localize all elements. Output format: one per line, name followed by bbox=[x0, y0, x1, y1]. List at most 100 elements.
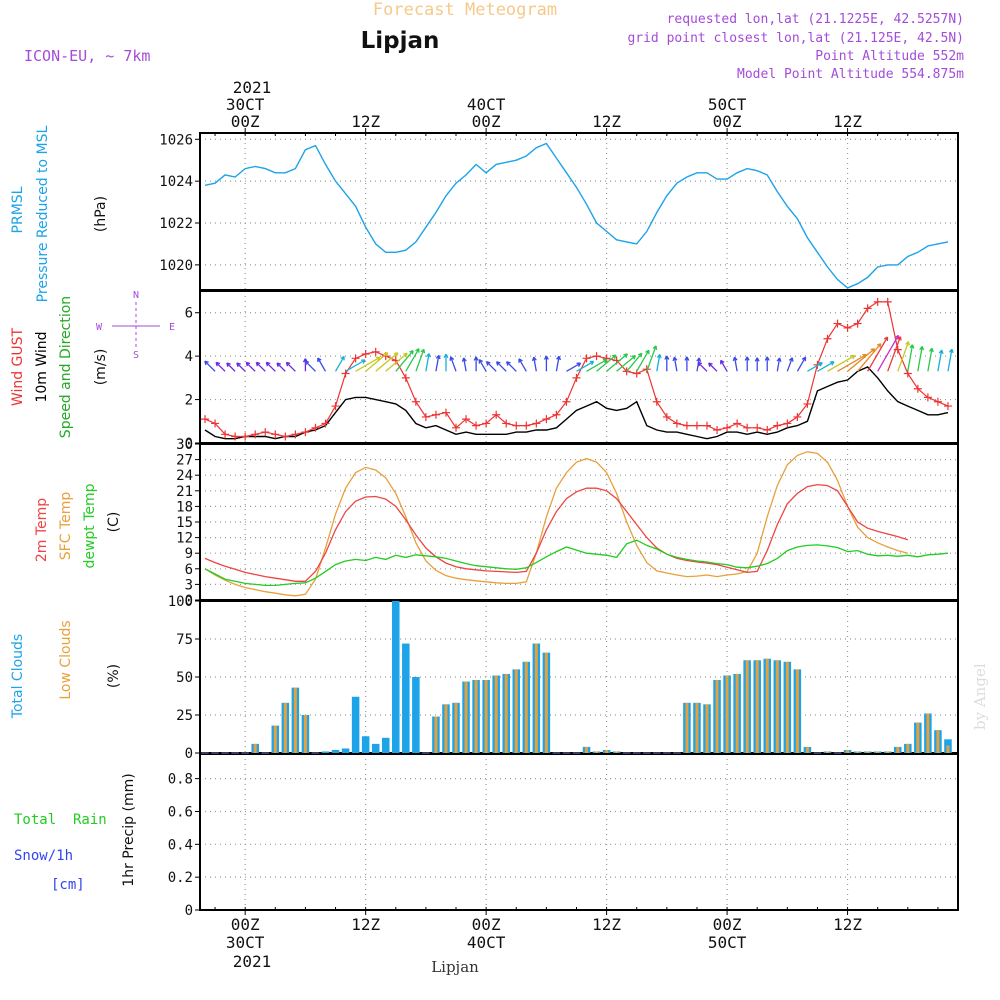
wind-direction-arrow bbox=[917, 345, 925, 372]
gust-marker bbox=[482, 419, 491, 428]
low-cloud-bar bbox=[846, 749, 850, 753]
gust-marker bbox=[662, 412, 671, 421]
snow-label: Snow/1h bbox=[14, 848, 73, 864]
gust-marker bbox=[261, 428, 270, 437]
wind-speed-line bbox=[204, 366, 949, 440]
top-time-label: 12Z bbox=[351, 112, 380, 131]
model-point-altitude: Model Point Altitude 554.875m bbox=[737, 67, 964, 82]
temp-labels: 2m Temp SFC Temp dewpt Temp (C) bbox=[34, 483, 122, 568]
sfc-temp-line bbox=[204, 451, 908, 597]
bottom-time-label: 12Z bbox=[592, 915, 621, 934]
wind-direction-arrow bbox=[345, 359, 366, 372]
wind-direction-arrow bbox=[897, 341, 910, 372]
gust-marker bbox=[502, 419, 511, 428]
gust-marker bbox=[472, 421, 481, 430]
gust-marker bbox=[622, 367, 631, 376]
ytick-label: 100 bbox=[168, 594, 193, 610]
gust-marker bbox=[913, 384, 922, 393]
gust-marker bbox=[943, 402, 952, 411]
ytick-label: 25 bbox=[176, 708, 193, 724]
wind-direction-arrow bbox=[236, 362, 246, 372]
gust-marker bbox=[201, 415, 210, 424]
gust-marker bbox=[241, 432, 250, 441]
watermark: by Angel bbox=[971, 663, 989, 730]
low-cloud-bar bbox=[273, 725, 277, 753]
panel-precip: 0 0.2 0.4 0.6 0.8 bbox=[168, 753, 959, 919]
wind-direction-arrow bbox=[566, 362, 582, 372]
low-cloud-bar bbox=[705, 704, 709, 753]
wind-direction-arrow bbox=[245, 361, 256, 372]
wind-direction-arrow bbox=[672, 356, 678, 372]
bottom-time-label: 00Z bbox=[231, 915, 260, 934]
low-cloud-bar bbox=[283, 702, 287, 753]
low-cloud-bar bbox=[595, 751, 599, 753]
wind-direction-arrow bbox=[867, 336, 889, 372]
low-cloud-bar bbox=[745, 660, 749, 753]
gust-marker bbox=[572, 373, 581, 382]
ytick-label: 15 bbox=[176, 515, 193, 531]
low-cloud-bar bbox=[755, 660, 759, 753]
wind-direction-arrow bbox=[365, 352, 389, 372]
wind-direction-arrow bbox=[796, 356, 807, 372]
gust-marker bbox=[803, 399, 812, 408]
gust-marker bbox=[582, 354, 591, 363]
wind-direction-arrow bbox=[947, 348, 954, 372]
low-cloud-bar bbox=[825, 751, 829, 753]
gust-marker bbox=[211, 419, 220, 428]
gust-marker bbox=[522, 421, 531, 430]
wind-direction-arrow bbox=[449, 356, 457, 372]
gust-marker bbox=[562, 397, 571, 406]
gust-marker bbox=[672, 419, 681, 428]
compass-n: N bbox=[133, 290, 139, 301]
wind-direction-arrow bbox=[265, 361, 276, 372]
low-cloud-bar bbox=[454, 702, 458, 753]
low-cloud-bar bbox=[253, 743, 257, 753]
wind-direction-arrow bbox=[505, 361, 517, 372]
ytick-label: 0 bbox=[185, 593, 193, 609]
wind-direction-arrow bbox=[817, 361, 835, 372]
gust-marker bbox=[873, 297, 882, 306]
bottom-location-label: Lipjan bbox=[431, 958, 479, 976]
ytick-label: 18 bbox=[176, 499, 193, 515]
ytick-label: 0 bbox=[185, 903, 193, 919]
wind-direction-arrow bbox=[576, 360, 595, 372]
rain-label: Total Rain bbox=[14, 812, 107, 828]
total-cloud-bar bbox=[341, 748, 350, 753]
low-cloud-bar bbox=[514, 669, 518, 753]
total-cloud-bar bbox=[402, 643, 410, 753]
gust-marker bbox=[652, 397, 661, 406]
wind-gust-line bbox=[204, 301, 949, 438]
gust-marker bbox=[221, 430, 230, 439]
total-cloud-bar bbox=[392, 601, 400, 753]
wind-direction-arrow bbox=[473, 356, 479, 372]
ytick-label: 4 bbox=[185, 349, 193, 365]
compass-e: E bbox=[169, 322, 175, 333]
bottom-day-label: 40CT bbox=[467, 933, 506, 952]
ytick-label: 6 bbox=[185, 562, 193, 578]
total-cloud-bar bbox=[351, 696, 360, 753]
gust-marker bbox=[923, 393, 932, 402]
total-cloud-bar bbox=[321, 751, 330, 753]
model-label: ICON-EU, ~ 7km bbox=[24, 47, 150, 65]
compass-w: W bbox=[96, 322, 103, 333]
wind-direction-arrow bbox=[395, 349, 414, 372]
gust-marker bbox=[462, 415, 471, 424]
top-day-label: 40CT bbox=[467, 95, 506, 114]
wind-direction-arrow bbox=[937, 349, 944, 372]
ytick-label: 21 bbox=[176, 484, 193, 500]
wind-direction-arrow bbox=[786, 357, 794, 372]
low-cloud-bar bbox=[303, 715, 307, 753]
gust-marker bbox=[231, 432, 240, 441]
wind-direction-arrow bbox=[405, 348, 420, 372]
bottom-time-label: 12Z bbox=[351, 915, 380, 934]
gust-marker bbox=[753, 423, 762, 432]
ytick-label: 1020 bbox=[159, 258, 193, 274]
wind-direction-arrow bbox=[764, 356, 770, 372]
gust-marker bbox=[321, 419, 330, 428]
wind-direction-arrow bbox=[720, 359, 728, 372]
precip-labels: Total Rain Snow/1h [cm] 1hr Precip (mm) bbox=[14, 773, 137, 893]
wind-direction-arrow bbox=[435, 354, 441, 372]
low-cloud-bar bbox=[936, 730, 940, 753]
total-cloud-bar bbox=[381, 737, 390, 753]
